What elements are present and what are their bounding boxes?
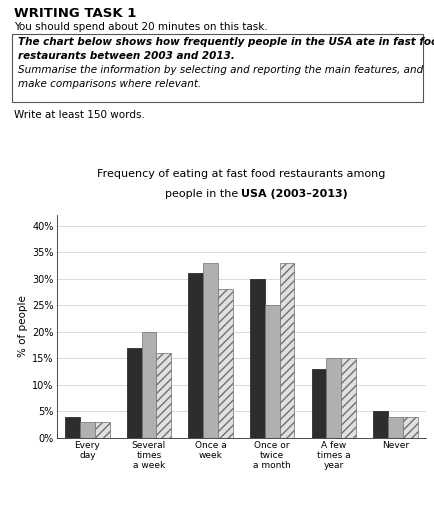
Bar: [402, 417, 417, 438]
Bar: [279, 263, 294, 438]
Bar: [326, 358, 340, 438]
Bar: [311, 369, 326, 438]
Bar: [387, 417, 402, 438]
Bar: [340, 358, 355, 438]
Text: Summarise the information by selecting and reporting the main features, and
make: Summarise the information by selecting a…: [18, 65, 422, 89]
Bar: [65, 417, 80, 438]
Bar: [264, 305, 279, 438]
Bar: [141, 332, 156, 438]
Text: Write at least 150 words.: Write at least 150 words.: [14, 110, 145, 120]
Text: USA (2003–2013): USA (2003–2013): [241, 189, 347, 200]
Bar: [12, 34, 422, 102]
Y-axis label: % of people: % of people: [18, 295, 28, 357]
Bar: [156, 353, 171, 438]
Bar: [217, 289, 232, 438]
Text: Frequency of eating at fast food restaurants among: Frequency of eating at fast food restaur…: [97, 169, 385, 179]
Bar: [188, 273, 203, 438]
Bar: [250, 279, 264, 438]
Bar: [372, 411, 387, 438]
Bar: [203, 263, 217, 438]
Text: You should spend about 20 minutes on this task.: You should spend about 20 minutes on thi…: [14, 22, 267, 32]
Text: The chart below shows how frequently people in the USA ate in fast food
restaura: The chart below shows how frequently peo…: [18, 37, 434, 61]
Text: WRITING TASK 1: WRITING TASK 1: [14, 7, 136, 20]
Text: people in the: people in the: [164, 189, 241, 200]
Bar: [127, 348, 141, 438]
Bar: [95, 422, 109, 438]
Bar: [80, 422, 95, 438]
